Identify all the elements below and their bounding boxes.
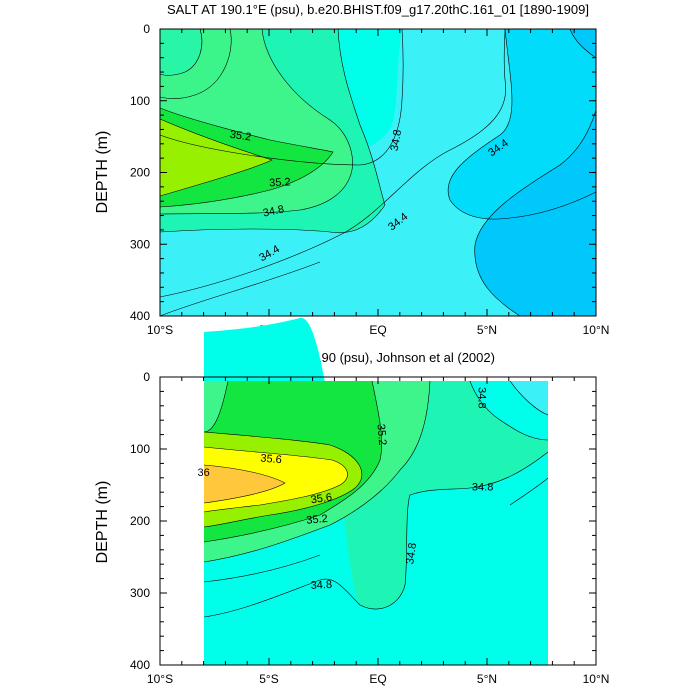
top-contour-35-4: [159, 118, 273, 197]
top-fill-lens-34-8: [160, 29, 202, 76]
top-x-tick-label: 10°S: [147, 323, 173, 337]
bottom-y-tick-label: 400: [130, 658, 150, 672]
bottom-contour-34-8-main: [203, 451, 549, 618]
top-contour-34-2: [447, 28, 597, 220]
bottom-x-tick-label: 10°N: [583, 672, 610, 686]
top-fill-corner-34-0: [570, 29, 596, 58]
bottom-contour-35-0: [203, 380, 431, 563]
bottom-x-tick-label: EQ: [369, 672, 386, 686]
top-contour-35-2: [159, 107, 334, 208]
bottom-x-tick-label: 10°S: [147, 672, 173, 686]
top-contour-label: 35.2: [229, 129, 252, 144]
bottom-contour-deep: [203, 554, 321, 583]
bottom-y-tick-label: 0: [143, 370, 150, 384]
top-x-tick-label: 10°N: [583, 323, 610, 337]
top-y-tick-label: 400: [130, 309, 150, 323]
bottom-plot-area: 36 35.6 35.6 35.2 35.2 34.8 34.8 34.8 34.8: [197, 317, 549, 665]
bottom-y-tick-label: 200: [130, 514, 150, 528]
top-y-tick-label: 200: [130, 166, 150, 180]
bottom-contour-label: 34.8: [476, 387, 488, 408]
bottom-contour-35-2: [203, 380, 382, 543]
bottom-contour-35-4: [203, 431, 363, 528]
top-fill-lens-35-0: [160, 29, 232, 99]
bottom-y-tick-label: 300: [130, 586, 150, 600]
bottom-axes: 10°S 5°S EQ 5°N 10°N 0 100 200 300 400: [130, 370, 609, 686]
bottom-fill-lens-north: [510, 478, 548, 508]
bottom-contour-36-0: [203, 464, 286, 504]
bottom-contour-label: 34.8: [472, 481, 493, 493]
bottom-contour-label: 35.6: [260, 452, 282, 466]
bottom-contour-34-6-north: [469, 380, 549, 441]
observed-salinity-panel: SALT AT 190 (psu), Johnson et al (2002) …: [94, 317, 609, 686]
bottom-contour-label: 34.8: [310, 579, 332, 592]
bottom-contour-label: 35.2: [374, 423, 388, 445]
bottom-y-tick-label: 100: [130, 442, 150, 456]
bottom-x-tick-label: 5°S: [259, 672, 278, 686]
top-fill-band-34-0: [474, 110, 596, 316]
bottom-contour-35-6: [203, 446, 348, 513]
bottom-contour-label: 36: [197, 467, 209, 479]
top-contour-34-0: [474, 109, 597, 317]
bottom-fill-34-6: [204, 452, 548, 665]
bottom-x-tick-label: 5°N: [477, 672, 497, 686]
bottom-contour-label: 34.8: [404, 542, 419, 565]
bottom-contour-labels: 36 35.6 35.6 35.2 35.2 34.8 34.8 34.8 34.8: [197, 387, 493, 592]
top-contour-corner: [569, 28, 597, 59]
top-x-tick-label: 5°N: [477, 323, 497, 337]
top-contour-label: 35.2: [269, 176, 291, 189]
bottom-fill-34-4-north: [510, 381, 548, 415]
top-contour-35-0: [159, 28, 353, 215]
top-contour-label: 34.8: [262, 203, 285, 219]
top-x-tick-label: EQ: [369, 323, 386, 337]
bottom-fill-36-0: [204, 465, 285, 503]
top-y-tick-label: 100: [130, 94, 150, 108]
top-fill-band-35-4: [160, 119, 272, 196]
top-contour-label: 34.8: [389, 129, 405, 152]
bottom-contour-34-4-north: [509, 380, 549, 416]
bottom-contour-35-2-top: [203, 380, 229, 433]
bottom-contour-lens-north: [509, 477, 549, 506]
top-contour-34-8: [159, 28, 386, 234]
model-salinity-panel: SALT AT 190.1°E (psu), b.e20.BHIST.f09_g…: [94, 2, 609, 337]
top-plot-area: 35.235.234.834.834.434.434.4: [159, 28, 597, 317]
bottom-y-axis-label: DEPTH (m): [94, 481, 111, 564]
top-contour-lens-a: [159, 28, 203, 76]
top-y-tick-label: 0: [143, 22, 150, 36]
top-y-axis-label: DEPTH (m): [94, 131, 111, 214]
top-contour-34-4: [159, 28, 507, 298]
top-contour-deep: [159, 261, 321, 317]
bottom-contour-label: 35.2: [306, 513, 328, 527]
top-contour-34-6: [159, 28, 404, 166]
top-y-tick-label: 300: [130, 237, 150, 251]
bottom-contour-label: 35.6: [310, 492, 333, 507]
top-chart-title: SALT AT 190.1°E (psu), b.e20.BHIST.f09_g…: [167, 2, 589, 17]
